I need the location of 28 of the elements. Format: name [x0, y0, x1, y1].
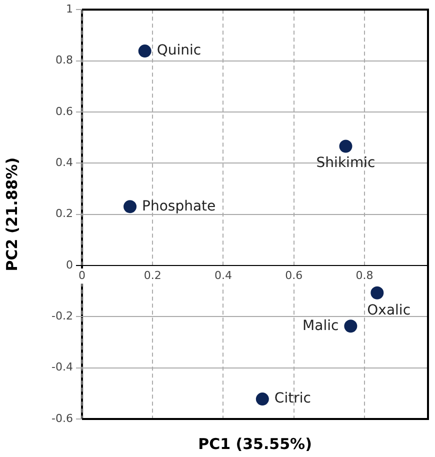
x-tick-label: 0.4	[214, 268, 232, 282]
y-tick-label: -0.4	[52, 360, 73, 374]
x-tick-label: 0	[78, 268, 86, 282]
x-axis-title: PC1 (35.55%)	[198, 434, 312, 453]
point	[339, 140, 352, 153]
annotation: Quinic	[156, 42, 202, 59]
point	[370, 286, 384, 300]
annotation: Citric	[274, 390, 311, 407]
point	[124, 200, 137, 214]
y-tick-label: 0.6	[56, 104, 73, 118]
y-axis-title: PC2 (21.88%)	[2, 157, 21, 272]
y-tick-label: 1	[66, 2, 73, 16]
x-tick-label: 0.6	[285, 268, 303, 282]
annotation: Oxalic	[367, 302, 411, 318]
y-tick-label: -0.2	[52, 310, 73, 323]
point	[344, 320, 358, 333]
y-tick-label: 0.8	[56, 54, 73, 67]
point	[256, 392, 269, 406]
y-tick-label: -0.6	[52, 412, 73, 425]
y-tick-label: 0.2	[56, 207, 73, 220]
annotation: Shikimic	[316, 154, 376, 171]
x-tick-label: 0.8	[356, 268, 374, 282]
annotation: Phosphate	[142, 198, 216, 214]
y-tick-label: 0.4	[56, 156, 73, 169]
point	[138, 44, 152, 58]
y-tick-label: 0	[66, 258, 73, 272]
annotation: Malic	[302, 318, 339, 334]
x-tick-label: 0.2	[144, 268, 162, 282]
